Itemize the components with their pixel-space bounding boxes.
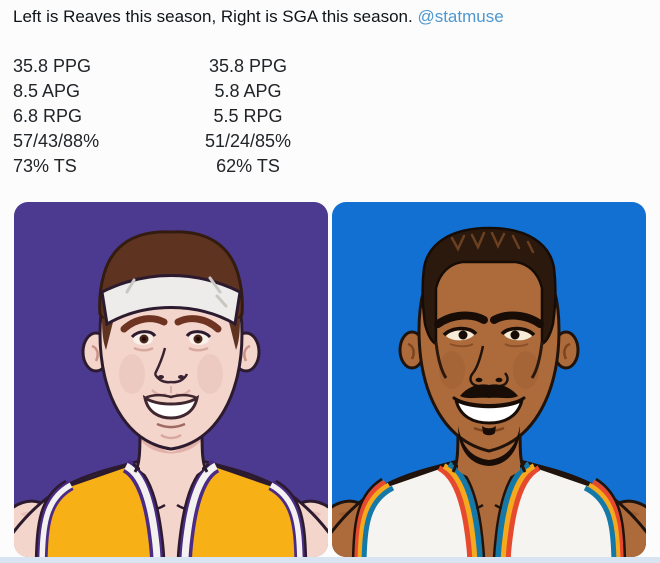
statmuse-mention-link[interactable]: @statmuse (417, 7, 504, 26)
stat-line-splits: 51/24/85% (204, 131, 292, 151)
sga-portrait-panel[interactable] (332, 202, 646, 557)
stat-line-ts: 73% TS (13, 156, 77, 176)
stat-line-rpg: 6.8 RPG (13, 106, 83, 126)
reaves-portrait-panel[interactable] (14, 202, 328, 557)
stat-line-ppg: 35.8 PPG (13, 56, 92, 76)
stat-line-ppg: 35.8 PPG (208, 56, 288, 76)
stat-line-apg: 8.5 APG (13, 81, 81, 101)
tweet-caption: Left is Reaves this season, Right is SGA… (13, 5, 653, 28)
headband (100, 274, 242, 327)
stat-line-rpg: 5.5 RPG (213, 106, 283, 126)
stat-line-ts: 62% TS (216, 156, 280, 176)
reaves-illustration (14, 202, 328, 557)
stat-line-splits: 57/43/88% (13, 131, 100, 151)
tweet-caption-text: Left is Reaves this season, Right is SGA… (13, 7, 418, 26)
comparison-media[interactable] (14, 202, 646, 557)
stat-line-apg: 5.8 APG (214, 81, 282, 101)
sga-illustration (332, 202, 646, 557)
bottom-strip (0, 557, 660, 563)
stats-column-reaves: 35.8 PPG 8.5 APG 6.8 RPG 57/43/88% 73% T… (13, 54, 99, 179)
stats-column-sga: 35.8 PPG 5.8 APG 5.5 RPG 51/24/85% 62% T… (190, 54, 306, 179)
